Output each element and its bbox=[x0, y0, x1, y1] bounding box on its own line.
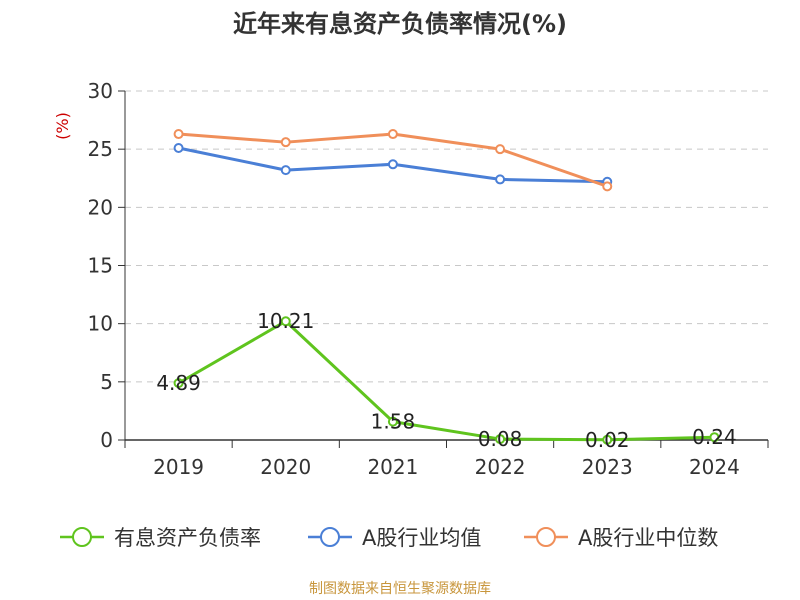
legend-item[interactable]: A股行业均值 bbox=[308, 526, 481, 550]
data-point bbox=[709, 432, 720, 443]
y-tick-label: 20 bbox=[88, 195, 113, 219]
legend-marker bbox=[320, 527, 340, 547]
data-point bbox=[173, 143, 184, 154]
data-point bbox=[173, 378, 184, 389]
data-point bbox=[387, 129, 398, 140]
data-point bbox=[602, 434, 613, 445]
legend-label: A股行业中位数 bbox=[578, 526, 718, 550]
series-line bbox=[177, 319, 715, 442]
y-tick-label: 25 bbox=[88, 137, 113, 161]
data-point bbox=[387, 159, 398, 170]
y-tick-label: 10 bbox=[88, 312, 113, 336]
data-point bbox=[495, 434, 506, 445]
data-point bbox=[280, 165, 291, 176]
axes: 0 5 10 15 20 25 30 2019 2020 2021 2022 2023 2024 bbox=[88, 79, 769, 479]
data-point bbox=[495, 174, 506, 185]
data-label: 10.21 bbox=[257, 309, 314, 333]
legend-marker bbox=[72, 527, 92, 547]
x-tick-label: 2020 bbox=[260, 455, 311, 479]
y-tick-label: 5 bbox=[100, 370, 113, 394]
chart-title: 近年来有息资产负债率情况(%) bbox=[233, 10, 567, 38]
x-tick-label: 2019 bbox=[153, 455, 204, 479]
data-label: 0.24 bbox=[692, 425, 737, 449]
data-point bbox=[280, 316, 291, 327]
legend-label: 有息资产负债率 bbox=[114, 526, 261, 550]
data-label: 0.08 bbox=[478, 427, 523, 451]
legend: 有息资产负债率 A股行业均值 A股行业中位数 bbox=[60, 526, 718, 550]
data-label: 4.89 bbox=[156, 371, 201, 395]
legend-marker bbox=[536, 527, 556, 547]
data-point bbox=[387, 416, 398, 427]
data-label: 1.58 bbox=[371, 410, 416, 434]
x-tick-label: 2021 bbox=[367, 455, 418, 479]
y-tick-label: 0 bbox=[100, 428, 113, 452]
data-point bbox=[173, 129, 184, 140]
y-axis-unit: (%) bbox=[53, 112, 72, 140]
gridlines bbox=[125, 90, 768, 383]
data-label: 0.02 bbox=[585, 428, 630, 452]
legend-item[interactable]: 有息资产负债率 bbox=[60, 526, 261, 550]
data-labels: 4.89 10.21 1.58 0.08 0.02 0.24 bbox=[156, 309, 736, 452]
data-point bbox=[280, 137, 291, 148]
y-tick-label: 30 bbox=[88, 79, 113, 103]
x-tick-label: 2023 bbox=[582, 455, 633, 479]
legend-label: A股行业均值 bbox=[362, 526, 481, 550]
y-tick-label: 15 bbox=[88, 254, 113, 278]
x-tick-label: 2022 bbox=[475, 455, 526, 479]
x-tick-label: 2024 bbox=[689, 455, 740, 479]
data-point bbox=[602, 181, 613, 192]
source-note: 制图数据来自恒生聚源数据库 bbox=[309, 581, 491, 597]
data-point bbox=[495, 144, 506, 155]
series-lines bbox=[173, 129, 720, 445]
legend-item[interactable]: A股行业中位数 bbox=[524, 526, 718, 550]
